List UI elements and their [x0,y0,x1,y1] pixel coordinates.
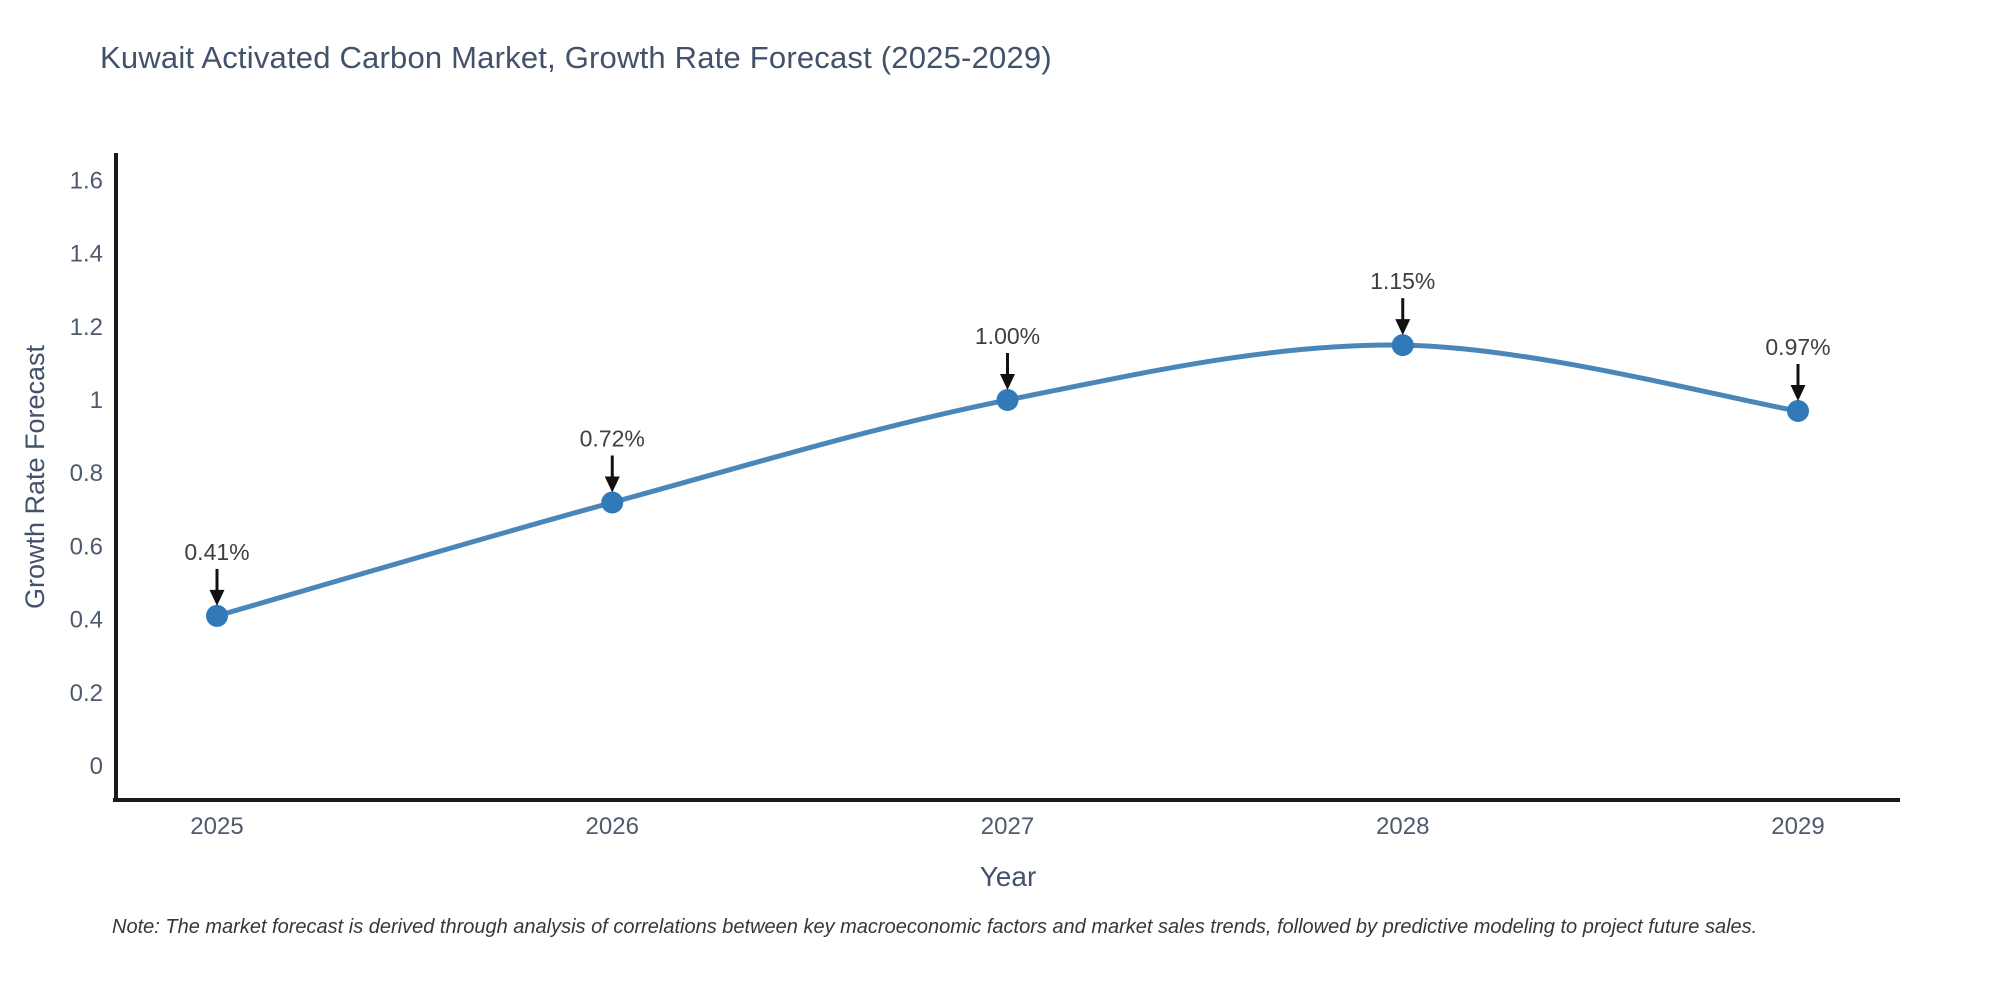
data-point-marker [996,389,1019,412]
annotation-arrowhead-icon [1790,384,1806,401]
y-tick-label: 0.2 [70,680,103,707]
y-tick-label: 0.4 [70,607,103,634]
annotation-label: 1.15% [1370,268,1435,294]
y-tick-label: 0 [90,753,103,780]
y-tick-label: 1 [90,387,103,414]
y-tick-label: 1.2 [70,314,103,341]
annotation-arrowhead-icon [209,589,225,606]
chart-title: Kuwait Activated Carbon Market, Growth R… [100,40,1052,75]
annotation-arrowhead-icon [604,476,620,493]
annotation-label: 0.41% [184,539,249,565]
data-point-marker [206,604,228,627]
x-axis-title: Year [980,861,1037,892]
x-tick-label: 2027 [981,813,1034,840]
data-point-marker [1391,334,1414,357]
x-tick-label: 2026 [586,813,639,840]
y-tick-label: 0.6 [70,533,103,560]
y-axis-title: Growth Rate Forecast [20,344,50,609]
footnote: Note: The market forecast is derived thr… [112,916,1758,938]
annotation-label: 0.97% [1765,334,1830,360]
x-tick-label: 2028 [1376,813,1429,840]
x-tick-label: 2025 [190,813,243,840]
annotation-label: 0.72% [580,425,645,451]
annotation-arrowhead-icon [1395,319,1411,336]
y-tick-label: 1.4 [70,241,103,268]
data-point-marker [1787,399,1809,422]
annotation-arrowhead-icon [1000,374,1015,391]
y-tick-label: 1.6 [70,167,103,194]
annotation-label: 1.00% [975,323,1040,349]
y-tick-label: 0.8 [70,460,103,487]
x-tick-label: 2029 [1771,813,1824,840]
data-point-marker [601,491,624,514]
